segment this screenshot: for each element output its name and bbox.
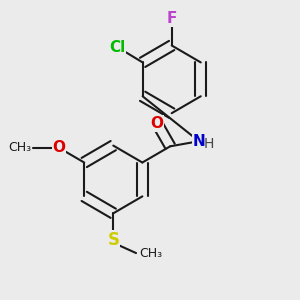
Text: H: H <box>204 136 214 151</box>
Text: F: F <box>167 11 177 26</box>
Text: S: S <box>107 231 119 249</box>
Text: O: O <box>52 140 65 155</box>
Text: Cl: Cl <box>109 40 125 55</box>
Text: CH₃: CH₃ <box>8 141 31 154</box>
Text: CH₃: CH₃ <box>139 247 162 260</box>
Text: O: O <box>151 116 164 131</box>
Text: N: N <box>193 134 205 149</box>
